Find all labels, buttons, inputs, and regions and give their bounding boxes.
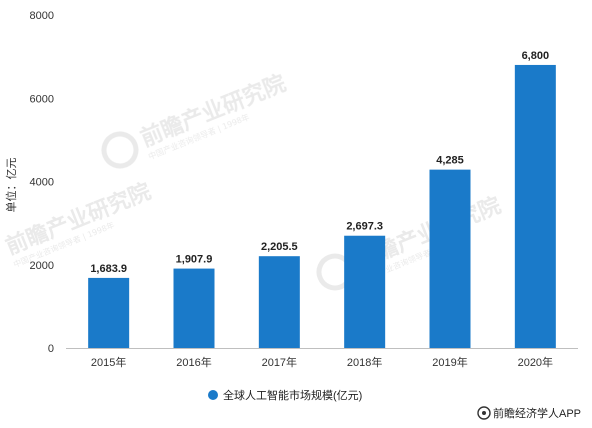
watermark-3: 前瞻产业研究院 中国产业咨询领导者 | 1998年 (2, 178, 155, 269)
bar (344, 235, 386, 348)
data-label: 1,907.9 (176, 254, 213, 266)
data-labels-group: 1,683.9 1,907.9 2,205.5 2,697.3 4,285 6,800 (90, 50, 549, 275)
watermark-brand-3: 前瞻产业研究院 (2, 178, 155, 260)
legend-label: 全球人工智能市场规模(亿元) (223, 388, 362, 402)
bar (173, 268, 215, 348)
data-label: 1,683.9 (90, 263, 127, 275)
x-tick-label: 2017年 (262, 355, 297, 369)
y-axis-ticks: 0 2000 4000 6000 8000 (30, 10, 54, 355)
x-tick-label: 2016年 (176, 355, 211, 369)
credit-logo-dot-icon (482, 411, 486, 415)
x-tick-label: 2018年 (347, 355, 382, 369)
y-tick-label: 4000 (30, 177, 54, 189)
legend-marker (208, 390, 218, 400)
source-credit: 前瞻经济学人APP (477, 406, 581, 420)
data-label: 2,697.3 (346, 221, 383, 233)
bar (258, 256, 300, 348)
watermark-logo-icon (101, 131, 139, 169)
credit-logo-icon (477, 406, 491, 420)
watermark-2: 前瞻产业研究院 中国产业咨询领导者 | 1998年 (316, 192, 505, 291)
bar (429, 169, 471, 348)
y-tick-label: 0 (48, 343, 54, 355)
credit-text: 前瞻经济学人APP (493, 406, 581, 420)
watermark-brand-1: 前瞻产业研究院 (137, 70, 290, 152)
data-label: 6,800 (522, 50, 550, 62)
y-tick-label: 8000 (30, 10, 54, 22)
x-tick-label: 2015年 (91, 355, 126, 369)
watermark-1: 前瞻产业研究院 中国产业咨询领导者 | 1998年 (101, 70, 290, 169)
bars-group (88, 64, 556, 348)
data-label: 2,205.5 (261, 241, 298, 253)
legend: 全球人工智能市场规模(亿元) (208, 388, 362, 402)
x-tick-label: 2020年 (518, 355, 553, 369)
bar (514, 64, 556, 348)
y-tick-label: 6000 (30, 93, 54, 105)
data-label: 4,285 (436, 155, 464, 167)
x-tick-label: 2019年 (432, 355, 467, 369)
bar (88, 277, 130, 348)
x-axis-ticks: 2015年 2016年 2017年 2018年 2019年 2020年 (91, 355, 553, 369)
y-tick-label: 2000 (30, 260, 54, 272)
y-axis-label: 单位：亿元 (4, 158, 18, 213)
